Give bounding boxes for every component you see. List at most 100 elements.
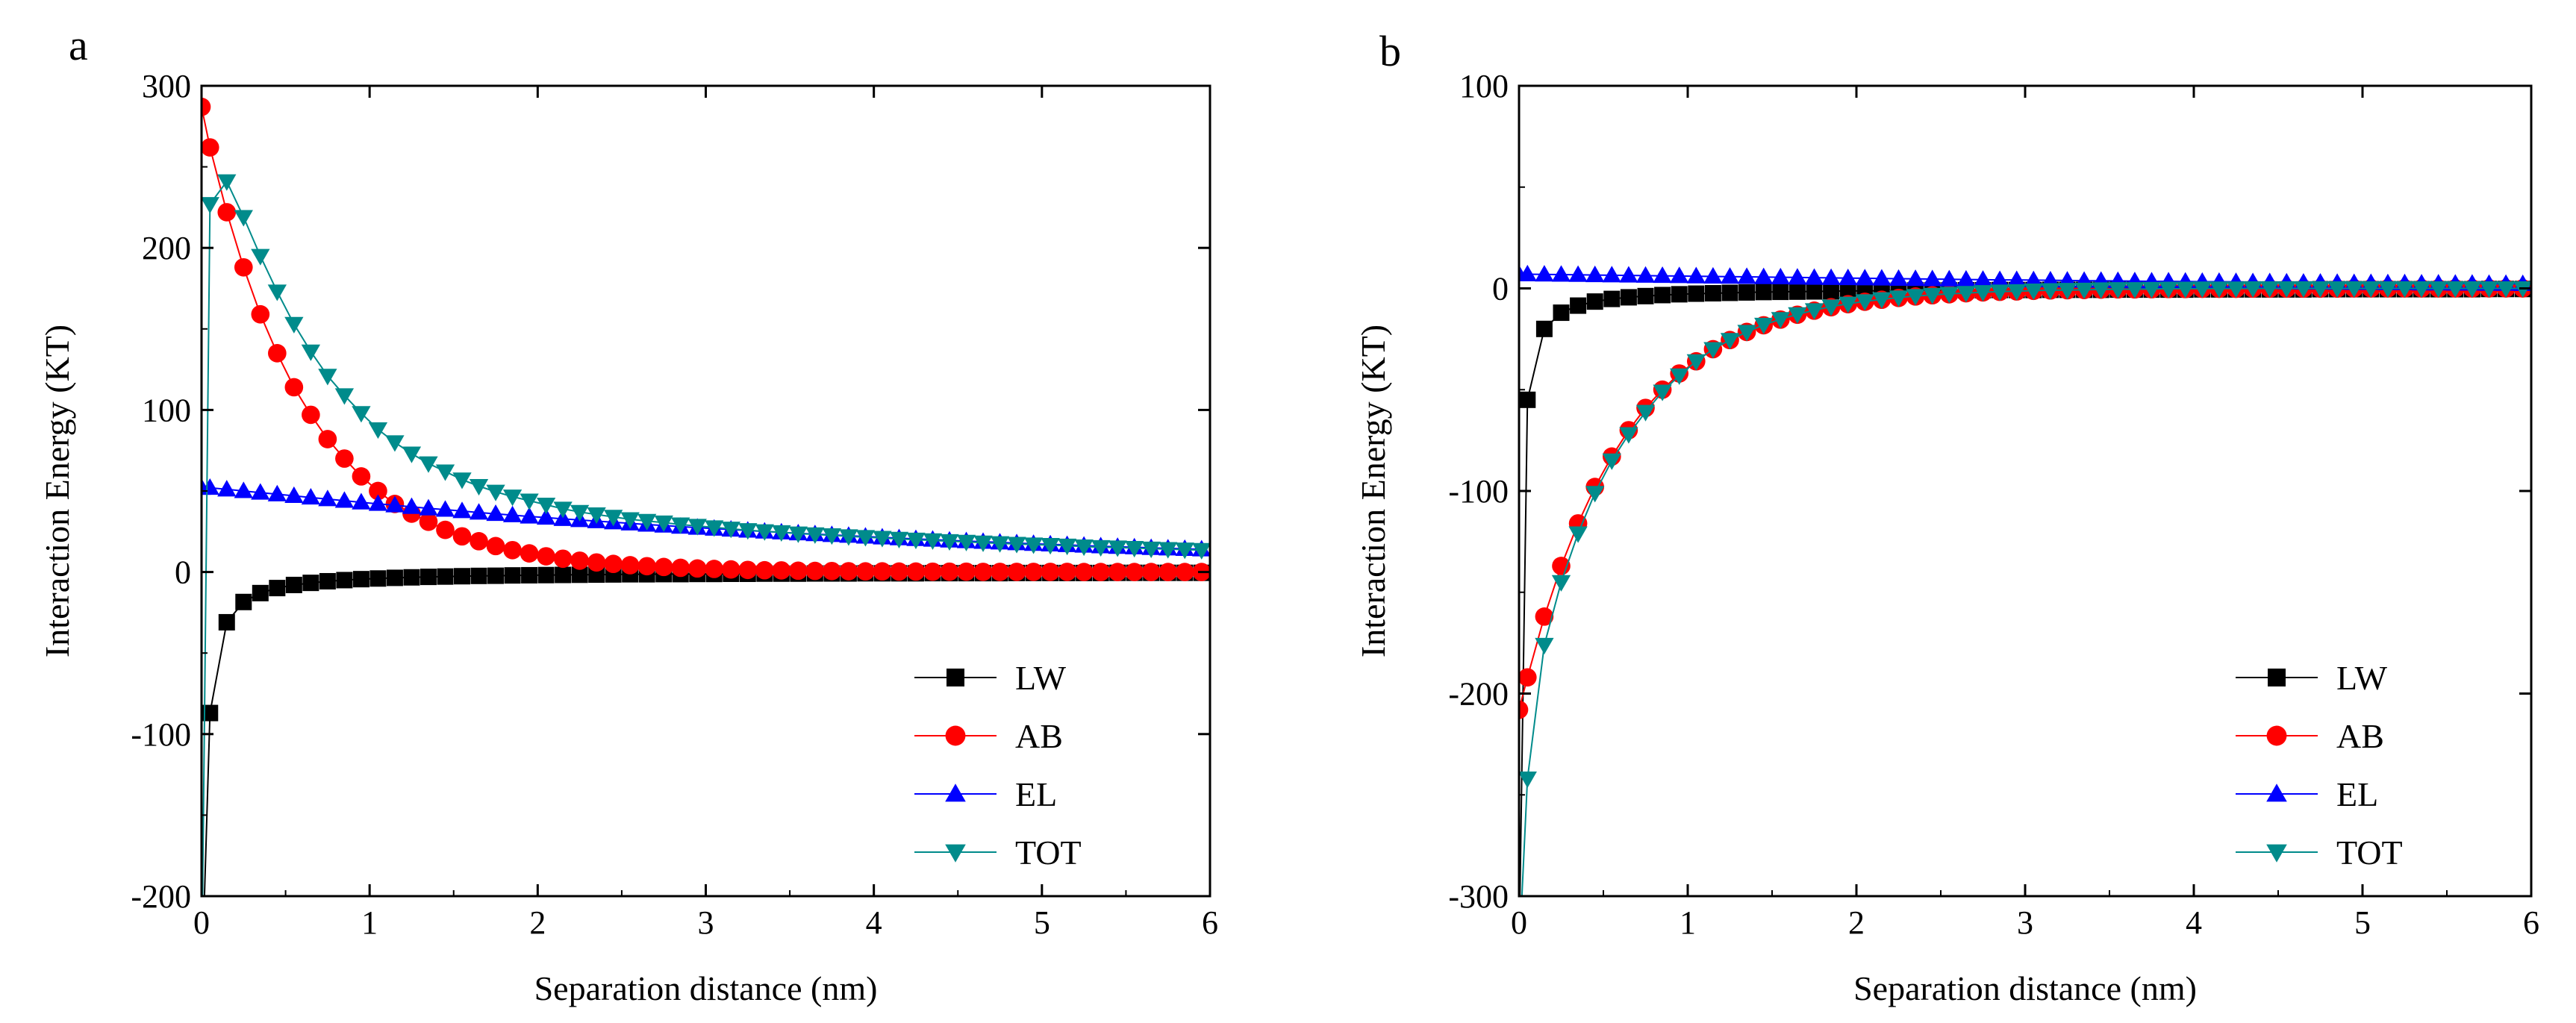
data-point-el <box>284 486 304 504</box>
data-point-tot <box>1585 486 1605 503</box>
data-point-tot <box>1939 287 1959 304</box>
data-point-ab <box>1158 563 1178 581</box>
data-point-ab <box>1175 563 1194 581</box>
legend-marker <box>2266 725 2287 746</box>
data-point-ab <box>1074 563 1094 581</box>
data-point-tot <box>2226 281 2246 298</box>
data-point-tot <box>1737 325 1756 342</box>
data-point-lw <box>369 570 387 587</box>
data-point-el <box>1939 269 1959 287</box>
legend-item-lw: LW <box>2236 659 2388 697</box>
data-point-tot <box>923 533 943 550</box>
data-point-ab <box>520 544 539 563</box>
data-point-tot <box>2361 281 2380 298</box>
data-point-tot <box>1670 368 1689 385</box>
legend-label: EL <box>1015 775 1057 813</box>
data-point-el <box>1703 266 1723 284</box>
data-point-tot <box>1703 342 1723 359</box>
data-point-ab <box>251 304 270 324</box>
data-point-tot <box>2142 281 2162 298</box>
legend-item-tot: TOT <box>914 833 1082 872</box>
data-point-tot <box>973 535 993 552</box>
data-point-tot <box>251 248 270 266</box>
data-point-tot <box>402 446 422 463</box>
data-point-tot <box>687 519 707 536</box>
y-tick-label: 100 <box>1459 68 1509 104</box>
data-point-lw <box>1839 283 1856 300</box>
series-line-ab <box>1519 287 2523 710</box>
data-point-lw <box>302 575 319 592</box>
legend: LW AB EL TOT <box>914 659 1082 872</box>
data-point-el <box>1585 265 1605 283</box>
data-point-lw <box>403 569 420 586</box>
data-point-tot <box>385 435 405 452</box>
data-point-ab <box>352 467 371 486</box>
data-point-tot <box>1619 427 1638 444</box>
data-point-el <box>452 501 472 519</box>
data-point-el <box>419 498 438 516</box>
x-tick-label: 0 <box>1511 904 1527 941</box>
x-tick-label: 4 <box>866 904 882 941</box>
data-point-tot <box>1788 307 1807 324</box>
x-axis-title: Separation distance (nm) <box>1853 969 2197 1007</box>
data-point-tot <box>2243 281 2262 298</box>
x-tick-label: 6 <box>2523 904 2539 941</box>
data-point-tot <box>637 513 657 531</box>
data-point-tot <box>352 406 371 423</box>
data-point-el <box>1686 266 1706 284</box>
data-point-el <box>1923 269 1942 287</box>
data-point-tot <box>452 472 472 489</box>
data-point-ab <box>620 556 640 575</box>
data-point-tot <box>1720 333 1740 350</box>
data-point-el <box>234 481 253 498</box>
data-point-el <box>385 495 405 513</box>
data-point-tot <box>1175 542 1194 560</box>
data-point-el <box>334 491 355 508</box>
data-point-lw <box>336 572 353 589</box>
data-point-ab <box>738 560 758 580</box>
data-point-ab <box>1125 563 1144 581</box>
data-point-tot <box>1771 312 1790 329</box>
data-point-tot <box>2260 281 2280 298</box>
y-axis: -200 -100 0 100 200 300 <box>131 68 1210 915</box>
data-point-lw <box>487 567 505 584</box>
data-point-ab <box>284 378 304 397</box>
data-point-tot <box>1872 292 1892 309</box>
series-ab <box>1519 279 2531 719</box>
legend: LW AB EL TOT <box>2236 659 2403 872</box>
data-point-tot <box>873 531 892 548</box>
data-point-tot <box>502 489 523 507</box>
data-point-ab <box>335 449 354 468</box>
data-point-tot <box>267 284 287 301</box>
series-line-ab <box>202 106 1202 573</box>
data-point-tot <box>855 530 876 547</box>
data-point-el <box>2024 270 2043 287</box>
data-point-ab <box>805 561 825 581</box>
data-point-lw <box>1570 297 1587 314</box>
data-point-tot <box>570 504 590 522</box>
data-point-el <box>1535 265 1554 282</box>
data-point-ab <box>789 561 808 581</box>
data-point-tot <box>2496 281 2516 298</box>
data-point-tot <box>1074 539 1094 557</box>
data-point-lw <box>319 572 336 589</box>
data-point-el <box>1956 269 1976 287</box>
data-point-tot <box>318 369 337 386</box>
data-point-ab <box>721 560 740 579</box>
data-point-lw <box>1755 284 1772 301</box>
data-point-el <box>2007 270 2027 287</box>
data-point-tot <box>553 501 573 519</box>
data-point-tot <box>721 522 740 539</box>
legend-item-ab: AB <box>914 717 1063 755</box>
x-tick-label: 5 <box>1034 904 1050 941</box>
y-tick-label: 0 <box>175 554 191 591</box>
data-point-ab <box>1535 607 1554 626</box>
data-point-tot <box>1551 575 1571 592</box>
series-ab <box>202 97 1210 581</box>
data-point-ab <box>1058 563 1076 581</box>
data-point-tot <box>906 532 926 550</box>
data-point-tot <box>334 388 355 405</box>
data-point-tot <box>1091 539 1111 557</box>
data-point-tot <box>2192 281 2212 298</box>
data-point-ab <box>234 257 253 277</box>
